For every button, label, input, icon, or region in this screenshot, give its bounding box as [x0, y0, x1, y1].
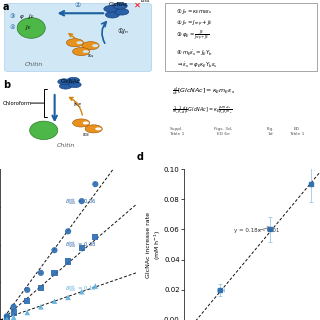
- Circle shape: [59, 83, 72, 89]
- Text: Suppl.
Table 1: Suppl. Table 1: [169, 127, 184, 136]
- Text: ε$_S$: ε$_S$: [82, 131, 90, 139]
- Point: [38, 270, 44, 276]
- Circle shape: [66, 39, 84, 47]
- Point: [25, 299, 30, 304]
- Circle shape: [85, 125, 102, 133]
- Text: $J_E$: $J_E$: [25, 23, 32, 32]
- Y-axis label: GlcNAc increase rate
(mM h$^{-1}$): GlcNAc increase rate (mM h$^{-1}$): [146, 212, 163, 277]
- Point: [52, 270, 57, 276]
- Point: [66, 229, 71, 234]
- Point: [4, 316, 9, 320]
- Point: [79, 289, 84, 294]
- Text: Figs. 3d,
ED 6e: Figs. 3d, ED 6e: [214, 127, 232, 136]
- Circle shape: [82, 42, 99, 50]
- Point: [4, 316, 9, 320]
- Text: ED
Table 1: ED Table 1: [289, 127, 304, 136]
- Ellipse shape: [83, 50, 89, 53]
- Text: GlcNAc: GlcNAc: [60, 79, 80, 84]
- Text: Chitin: Chitin: [56, 142, 75, 148]
- Ellipse shape: [30, 121, 58, 140]
- Ellipse shape: [95, 127, 101, 130]
- Text: ④ $m_E\dot{\varepsilon}_s = J_E Y_b$: ④ $m_E\dot{\varepsilon}_s = J_E Y_b$: [176, 48, 213, 58]
- Circle shape: [69, 82, 81, 88]
- Text: ④: ④: [10, 26, 15, 30]
- Text: ε$_s$: ε$_s$: [87, 52, 94, 60]
- Ellipse shape: [76, 41, 83, 44]
- Circle shape: [104, 5, 118, 12]
- Circle shape: [73, 47, 90, 56]
- Circle shape: [105, 12, 119, 18]
- Text: ① $J_n = \kappa_E m_E \varepsilon_s$: ① $J_n = \kappa_E m_E \varepsilon_s$: [176, 6, 213, 16]
- Text: Chitin: Chitin: [25, 62, 44, 67]
- Text: ①$J_n$: ①$J_n$: [117, 26, 129, 36]
- Text: $\frac{1}{m_P}\frac{1}{\rho_b}\frac{d}{dt}[GlcNAc] = \kappa_E \frac{\rho_s m_E \: $\frac{1}{m_P}\frac{1}{\rho_b}\frac{d}{d…: [172, 104, 232, 116]
- Point: [93, 284, 98, 289]
- Point: [66, 259, 71, 264]
- Point: [4, 314, 9, 319]
- Point: [52, 248, 57, 253]
- Point: [25, 287, 30, 292]
- Text: κ$_E$: κ$_E$: [73, 101, 83, 110]
- Point: [66, 295, 71, 300]
- Point: [93, 181, 98, 187]
- Text: φ: φ: [20, 14, 24, 20]
- Point: [79, 246, 84, 251]
- Point: [38, 285, 44, 291]
- Text: $\delta_{500}^{init}$ = 0.16: $\delta_{500}^{init}$ = 0.16: [65, 283, 97, 293]
- Text: Fig.
1d: Fig. 1d: [266, 127, 274, 136]
- Point: [11, 315, 16, 320]
- Text: $\delta_{500}^{init}$ = 0.38: $\delta_{500}^{init}$ = 0.38: [65, 239, 97, 250]
- Text: y = 0.18x – 0.01: y = 0.18x – 0.01: [234, 227, 279, 234]
- Text: ②: ②: [75, 2, 81, 8]
- Text: $J_E$: $J_E$: [28, 12, 35, 21]
- Circle shape: [73, 119, 90, 127]
- Text: ③ $\varphi_E = \frac{J_E}{J_{rep}+J_E}$: ③ $\varphi_E = \frac{J_E}{J_{rep}+J_E}$: [176, 28, 210, 43]
- Point: [25, 310, 30, 315]
- Ellipse shape: [17, 18, 45, 38]
- Ellipse shape: [92, 44, 98, 47]
- Circle shape: [67, 77, 80, 83]
- Text: $\delta_{500}^{init}$ = 0.56: $\delta_{500}^{init}$ = 0.56: [65, 196, 97, 207]
- Text: ② $J_n = J_{rep} + J_E$: ② $J_n = J_{rep} + J_E$: [176, 19, 213, 29]
- FancyBboxPatch shape: [165, 3, 317, 71]
- Point: [38, 304, 44, 309]
- Text: ✕: ✕: [134, 1, 141, 10]
- Text: $\frac{d}{dt}[GlcNAc] = \kappa_E m_E \varepsilon_s$: $\frac{d}{dt}[GlcNAc] = \kappa_E m_E \va…: [172, 85, 235, 97]
- Text: ③: ③: [10, 14, 15, 20]
- FancyBboxPatch shape: [5, 4, 151, 71]
- Text: a: a: [3, 2, 10, 12]
- Point: [11, 310, 16, 315]
- Text: $\Rightarrow \dot{\varepsilon}_s = \varphi_E\kappa_E Y_b \varepsilon_s$: $\Rightarrow \dot{\varepsilon}_s = \varp…: [176, 60, 218, 69]
- Ellipse shape: [83, 122, 89, 124]
- Circle shape: [115, 8, 129, 15]
- Text: d: d: [136, 151, 143, 162]
- Text: loss: loss: [140, 0, 150, 3]
- Text: GlcNAc: GlcNAc: [109, 2, 128, 7]
- Point: [52, 299, 57, 304]
- Circle shape: [113, 3, 127, 9]
- Point: [79, 199, 84, 204]
- Circle shape: [58, 79, 70, 85]
- Point: [11, 304, 16, 309]
- Text: b: b: [3, 80, 10, 90]
- Text: Chloroform: Chloroform: [3, 100, 32, 106]
- Point: [93, 235, 98, 240]
